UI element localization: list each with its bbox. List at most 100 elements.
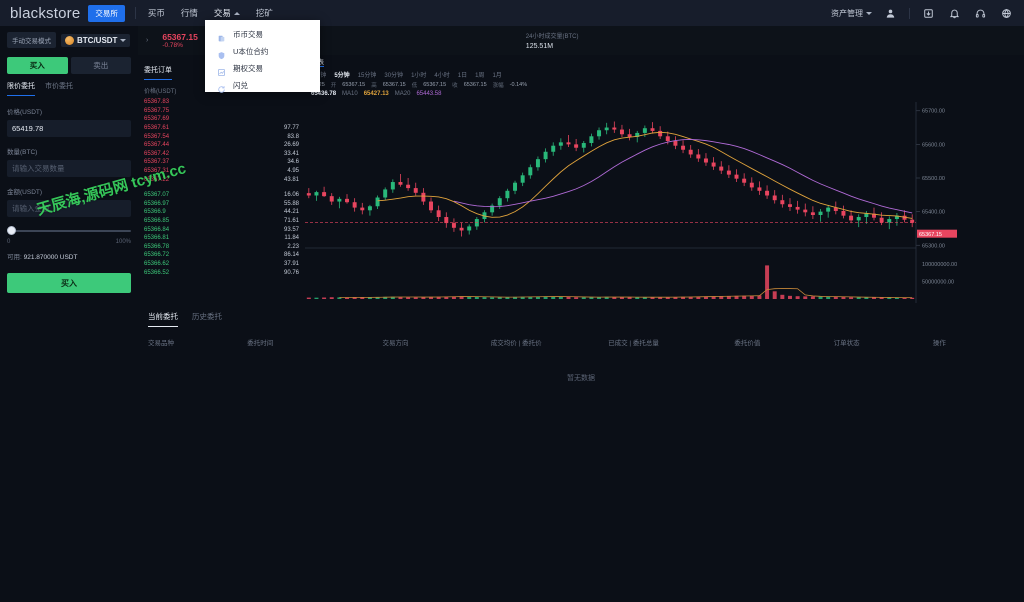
download-icon[interactable] <box>921 6 936 21</box>
globe-icon[interactable] <box>999 6 1014 21</box>
order-book-row[interactable]: 65367.31 4.95 <box>144 167 299 176</box>
order-book-price: 65367.42 <box>144 150 170 157</box>
order-book-row[interactable]: 65367.07 16.06 <box>144 191 299 200</box>
order-book-title[interactable]: 委托订单 <box>144 65 172 80</box>
order-book-price: 65367.44 <box>144 142 170 149</box>
order-book-row[interactable]: 65367.22 43.81 <box>144 175 299 184</box>
dropdown-item-options-trading[interactable]: 期权交易 <box>205 60 320 77</box>
nav-item-label: 买币 <box>147 8 165 18</box>
order-book-row[interactable]: 65366.78 2.23 <box>144 243 299 252</box>
tab-history-orders[interactable]: 历史委托 <box>192 312 222 321</box>
order-book-row[interactable]: 65366.9 44.21 <box>144 208 299 217</box>
user-icon[interactable] <box>883 6 898 21</box>
asset-management-label: 资产管理 <box>831 8 863 18</box>
order-book-row[interactable]: 65367.83 <box>144 98 299 107</box>
orders-column-header: 已成交 | 委托总量 <box>608 340 659 347</box>
market-volume-block: 24小时成交量(BTC) 125.51M <box>526 31 579 50</box>
headset-icon[interactable] <box>973 6 988 21</box>
refresh-icon <box>217 81 226 93</box>
timeframe-option[interactable]: 15分钟 <box>357 72 377 79</box>
amount-input[interactable] <box>12 164 126 173</box>
trading-mode-button[interactable]: 手动交易模式 <box>7 32 56 48</box>
orders-column-header: 委托时间 <box>247 340 274 347</box>
price-input-wrap: ≈ ¥417607.17 <box>7 120 183 137</box>
amount-input-wrap <box>7 160 131 177</box>
pair-selector[interactable]: BTC/USDT <box>61 33 131 47</box>
tab-limit-order[interactable]: 限价委托 <box>7 81 35 96</box>
tab-market-order[interactable]: 市价委托 <box>45 83 73 90</box>
order-book-quantity: 4.95 <box>287 168 299 175</box>
nav-item-trade[interactable]: 交易 <box>214 7 240 19</box>
order-book-quantity: 86.14 <box>283 252 299 259</box>
dropdown-item-spot-trading[interactable]: 币币交易 <box>205 26 320 43</box>
pair-label: BTC/USDT <box>77 35 118 45</box>
timeframe-option[interactable]: 1日 <box>457 72 468 79</box>
amount-percent-slider[interactable] <box>7 226 131 236</box>
order-book-price: 65367.61 <box>144 125 170 132</box>
order-book-quantity: 44.21 <box>283 209 299 216</box>
timeframe-option[interactable]: 5分钟 <box>334 72 350 79</box>
order-book-row[interactable]: 65366.72 86.14 <box>144 251 299 260</box>
slider-knob[interactable] <box>7 226 16 235</box>
timeframe-option[interactable]: 1小时 <box>411 72 427 79</box>
orders-empty-state: 暂无数据 <box>567 375 595 382</box>
orders-panel: 当前委托 历史委托 交易品种 委托时间 交易方向 成交均价 | 委托价 已成交 | 委托… <box>138 303 1024 602</box>
order-book-row[interactable]: 65366.52 90.76 <box>144 268 299 277</box>
ohlc-close-value: 65367.15 <box>463 81 487 88</box>
ma10-key: MA10 <box>342 91 358 97</box>
timeframe-option[interactable]: 1周 <box>475 72 485 79</box>
nav-items: 买币 行情 交易 挖矿 <box>148 7 273 19</box>
order-book-quantity: 33.41 <box>283 150 299 157</box>
ohlc-open-value: 65367.15 <box>342 81 366 88</box>
tab-sell[interactable]: 卖出 <box>70 57 131 74</box>
collapse-icon[interactable]: › <box>146 37 149 44</box>
nav-item-markets[interactable]: 行情 <box>181 7 198 19</box>
order-book-row[interactable]: 65367.37 34.6 <box>144 158 299 167</box>
total-input[interactable] <box>12 204 126 213</box>
order-book-row[interactable]: 65366.97 55.88 <box>144 200 299 209</box>
timeframe-option[interactable]: 30分钟 <box>384 72 404 79</box>
order-book-row[interactable]: 65367.54 83.8 <box>144 132 299 141</box>
order-book-row[interactable]: 65367.75 <box>144 107 299 116</box>
submit-buy-button[interactable]: 买入 <box>7 273 131 293</box>
tab-current-orders[interactable]: 当前委托 <box>148 311 178 327</box>
order-book-row[interactable]: 65366.85 71.61 <box>144 217 299 226</box>
exchange-badge[interactable]: 交易所 <box>88 4 125 22</box>
nav-item-label: 挖矿 <box>255 8 273 18</box>
ma20-value: 65443.58 <box>416 91 442 97</box>
side-tabs: 买入 卖出 <box>7 57 131 74</box>
timeframe-option[interactable]: 1月 <box>492 72 502 79</box>
chart-tabs: 图表 <box>305 55 1024 68</box>
available-value: 921.870000 USDT <box>23 254 78 261</box>
order-book-row[interactable]: 65367.42 33.41 <box>144 150 299 159</box>
order-book-quantity: 43.81 <box>283 176 299 183</box>
order-book-quantity: 97.77 <box>283 125 299 132</box>
order-book-row[interactable]: 65366.84 93.57 <box>144 225 299 234</box>
nav-item-mining[interactable]: 挖矿 <box>256 7 273 19</box>
order-book-bids: 65367.07 16.06 65366.97 55.88 65366.9 44.21 65… <box>144 191 299 277</box>
order-book-row[interactable]: 65367.69 <box>144 115 299 124</box>
tab-buy[interactable]: 买入 <box>7 57 68 74</box>
total-field-label: 金额(USDT) <box>7 189 43 196</box>
market-last-price: 65367.15 <box>162 32 198 42</box>
order-book-quantity: 71.61 <box>283 218 299 225</box>
order-book-row[interactable]: 65367.44 26.69 <box>144 141 299 150</box>
order-book-row[interactable]: 65366.81 11.84 <box>144 234 299 243</box>
price-input[interactable] <box>12 124 126 133</box>
order-book-price: 65367.22 <box>144 176 170 183</box>
order-book-asks: 65367.83 65367.75 65367.69 65367.61 97.77 653… <box>144 98 299 184</box>
orders-column-header: 订单状态 <box>833 340 860 347</box>
nav-item-label: 交易 <box>213 8 231 18</box>
order-book-price: 65367.54 <box>144 133 170 140</box>
order-book-row[interactable]: 65367.61 97.77 <box>144 124 299 133</box>
candlestick-plot[interactable]: 65700.00 65600.00 65500.00 65400.00 65300.00… <box>305 102 1024 303</box>
order-book-row[interactable]: 65366.62 37.91 <box>144 260 299 269</box>
asset-management-menu[interactable]: 资产管理 <box>831 8 872 19</box>
dropdown-item-usdt-futures[interactable]: U本位合约 <box>205 43 320 60</box>
bell-icon[interactable] <box>947 6 962 21</box>
dropdown-item-flash-swap[interactable]: 闪兑 <box>205 77 320 94</box>
timeframe-option[interactable]: 4小时 <box>434 72 450 79</box>
nav-item-buy-coin[interactable]: 买币 <box>148 7 165 19</box>
orders-column-header: 成交均价 | 委托价 <box>490 340 542 347</box>
brand-logo[interactable]: blackstore <box>10 4 81 22</box>
